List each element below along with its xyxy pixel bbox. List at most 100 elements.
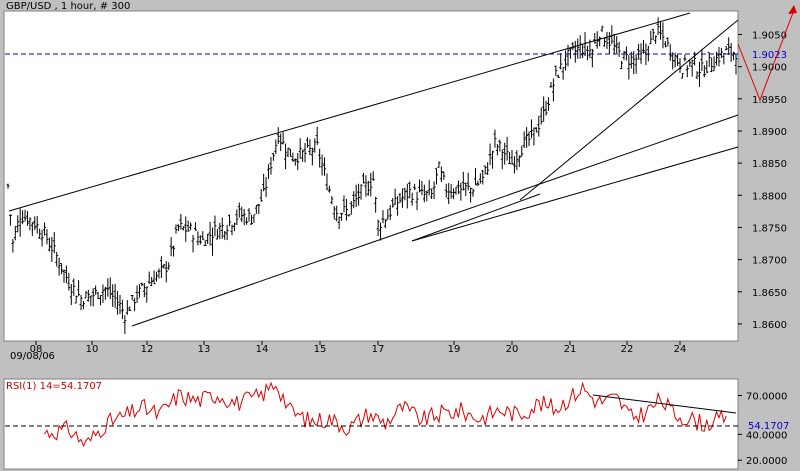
price-bar	[186, 220, 190, 232]
price-bar	[478, 173, 482, 184]
price-bar	[680, 73, 684, 79]
price-bar	[439, 166, 443, 182]
price-bar	[510, 150, 514, 165]
price-bar	[147, 271, 151, 284]
x-tick-label: 21	[564, 344, 577, 355]
trendline	[519, 19, 739, 201]
price-bar	[174, 224, 178, 234]
price-bar	[413, 183, 417, 191]
x-tick-label: 20	[506, 344, 519, 355]
price-bar	[542, 96, 546, 122]
price-bar	[99, 295, 103, 306]
price-bar	[142, 283, 146, 298]
price-bar	[60, 263, 64, 275]
price-bar	[471, 188, 475, 197]
price-bar	[103, 286, 107, 300]
price-bar	[663, 41, 667, 48]
price-bar	[301, 149, 305, 162]
price-bar	[705, 60, 709, 74]
price-bar	[376, 219, 380, 237]
price-bar	[201, 231, 205, 241]
price-bar	[371, 171, 375, 181]
price-bar	[500, 149, 504, 170]
price-bar	[473, 167, 477, 186]
price-bar	[249, 214, 253, 225]
price-bar	[116, 290, 120, 315]
price-bar	[585, 45, 589, 61]
price-bar	[495, 143, 499, 156]
price-bar	[551, 78, 555, 102]
price-bar	[476, 180, 480, 186]
price-bar	[466, 172, 470, 191]
price-bar	[237, 202, 241, 218]
price-bar	[525, 127, 529, 148]
price-bar	[220, 217, 224, 239]
price-bar	[52, 232, 56, 254]
y-tick-label: 1.8900	[752, 127, 787, 138]
price-bar	[232, 222, 236, 232]
trendline	[411, 193, 541, 242]
price-bar	[437, 161, 441, 168]
price-bar	[167, 262, 171, 270]
price-bar	[128, 306, 132, 311]
price-bar	[172, 245, 176, 257]
price-bar	[162, 263, 166, 269]
price-bar	[91, 288, 95, 307]
price-bar	[176, 224, 180, 232]
trendlines	[8, 12, 739, 327]
price-bar	[335, 205, 339, 222]
price-bar	[576, 38, 580, 59]
y-tick-label: 1.8750	[752, 223, 787, 234]
price-bar	[169, 237, 173, 257]
x-tick-label: 12	[141, 344, 154, 355]
price-bar	[734, 53, 738, 75]
price-bar	[286, 147, 290, 158]
price-bar	[13, 225, 17, 241]
price-bar	[279, 133, 283, 152]
price-bar	[344, 198, 348, 221]
price-bar	[400, 188, 404, 208]
price-bar	[218, 222, 222, 240]
price-bar	[403, 187, 407, 201]
price-bar	[203, 240, 207, 247]
price-bar	[559, 53, 563, 70]
price-bar	[710, 57, 714, 73]
price-bar	[729, 43, 733, 62]
price-bar	[527, 131, 531, 147]
date-label: 09/08/06	[10, 351, 55, 362]
price-bar	[712, 56, 716, 72]
price-bar	[459, 182, 463, 201]
price-bar	[274, 139, 278, 155]
x-tick-label: 13	[198, 344, 211, 355]
price-bar	[47, 237, 51, 252]
price-bar	[449, 184, 453, 199]
price-bar	[624, 46, 628, 61]
price-bar	[223, 230, 227, 240]
price-bar	[456, 180, 460, 195]
y-tick-label: 1.9050	[752, 31, 787, 42]
price-bar	[130, 295, 134, 301]
price-bar	[159, 256, 163, 278]
price-bar	[215, 229, 219, 240]
price-bar	[8, 214, 12, 226]
price-bar	[430, 188, 434, 200]
price-bar	[308, 139, 312, 156]
price-bar	[702, 65, 706, 78]
price-bar	[342, 195, 346, 213]
price-bar	[323, 157, 327, 176]
price-bar	[651, 28, 655, 41]
price-bar	[16, 215, 20, 233]
price-bar	[264, 176, 268, 197]
price-bar	[381, 210, 385, 224]
price-bar	[23, 209, 27, 222]
rsi-y-tick-label: 40.0000	[746, 430, 787, 441]
price-bar	[354, 184, 358, 208]
price-bar	[79, 295, 83, 311]
price-bar	[425, 190, 429, 202]
y-tick-label: 1.8850	[752, 159, 787, 170]
price-bar	[84, 290, 88, 299]
price-bar	[108, 277, 112, 300]
x-tick-label: 15	[314, 344, 327, 355]
price-bar	[661, 22, 665, 49]
price-bar	[181, 226, 185, 231]
